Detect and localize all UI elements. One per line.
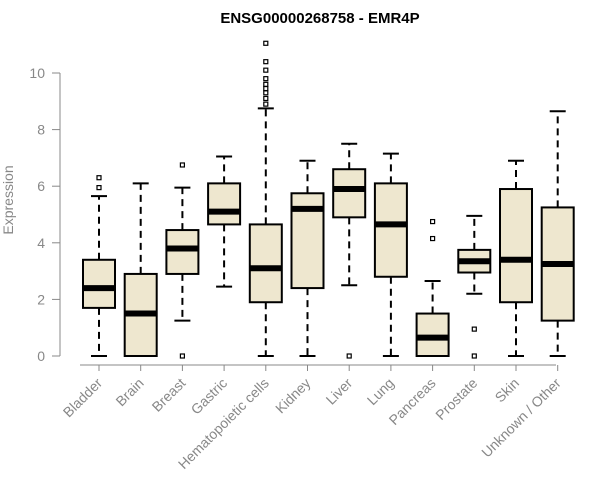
box-liver — [332, 142, 367, 359]
outlier-point — [346, 353, 352, 359]
outlier-point — [263, 67, 269, 73]
outlier-point — [263, 95, 269, 102]
x-tick-label: Liver — [323, 375, 356, 408]
box-skin — [499, 159, 533, 357]
x-tick-label: Breast — [149, 375, 189, 415]
box-brain — [123, 182, 158, 357]
box-iqr — [165, 229, 200, 275]
box-kidney — [290, 159, 325, 357]
box-pancreas — [415, 218, 450, 357]
y-tick-label: 8 — [37, 122, 45, 138]
x-tick-label: Kidney — [272, 375, 314, 417]
outlier-point — [430, 235, 436, 242]
outlier-point — [96, 185, 102, 191]
outlier-point — [263, 101, 269, 107]
y-tick-label: 4 — [37, 235, 45, 251]
x-tick-label: Unknown / Other — [478, 375, 564, 461]
x-tick-label: Brain — [112, 375, 146, 409]
outlier-point — [471, 326, 477, 332]
outlier-point — [96, 175, 102, 181]
x-tick-label: Bladder — [60, 375, 106, 421]
box-bladder — [82, 175, 116, 357]
outlier-point — [179, 353, 185, 359]
boxes-group — [82, 40, 575, 359]
box-lung — [373, 152, 408, 357]
y-tick-label: 6 — [37, 178, 45, 194]
chart-title: ENSG00000268758 - EMR4P — [220, 10, 419, 27]
y-tick-label: 10 — [29, 65, 45, 81]
box-iqr — [499, 188, 533, 304]
box-iqr — [248, 223, 283, 304]
box-iqr — [207, 182, 242, 226]
box-iqr — [373, 182, 408, 278]
outlier-point — [263, 90, 269, 96]
outlier-point — [471, 353, 477, 359]
outlier-point — [263, 85, 269, 92]
y-tick-label: 0 — [37, 348, 45, 364]
box-breast — [165, 162, 200, 359]
y-tick-label: 2 — [37, 291, 45, 307]
x-tick-label: Lung — [364, 375, 397, 408]
y-axis: 0 2 4 6 8 10 — [29, 65, 60, 364]
outlier-point — [263, 59, 269, 65]
outlier-point — [263, 81, 269, 87]
x-tick-label: Skin — [492, 375, 523, 406]
box-unknown-other — [540, 110, 575, 357]
box-iqr — [82, 258, 116, 309]
box-gastric — [207, 155, 242, 288]
outlier-point — [263, 40, 269, 46]
box-hematopoietic-cells — [248, 40, 283, 357]
box-prostate — [457, 214, 492, 359]
y-axis-label: Expression — [0, 165, 16, 234]
outlier-point — [179, 162, 185, 168]
outlier-point — [263, 76, 269, 82]
box-iqr — [332, 168, 367, 219]
x-tick-label: Prostate — [432, 375, 480, 423]
outlier-point — [430, 218, 436, 225]
